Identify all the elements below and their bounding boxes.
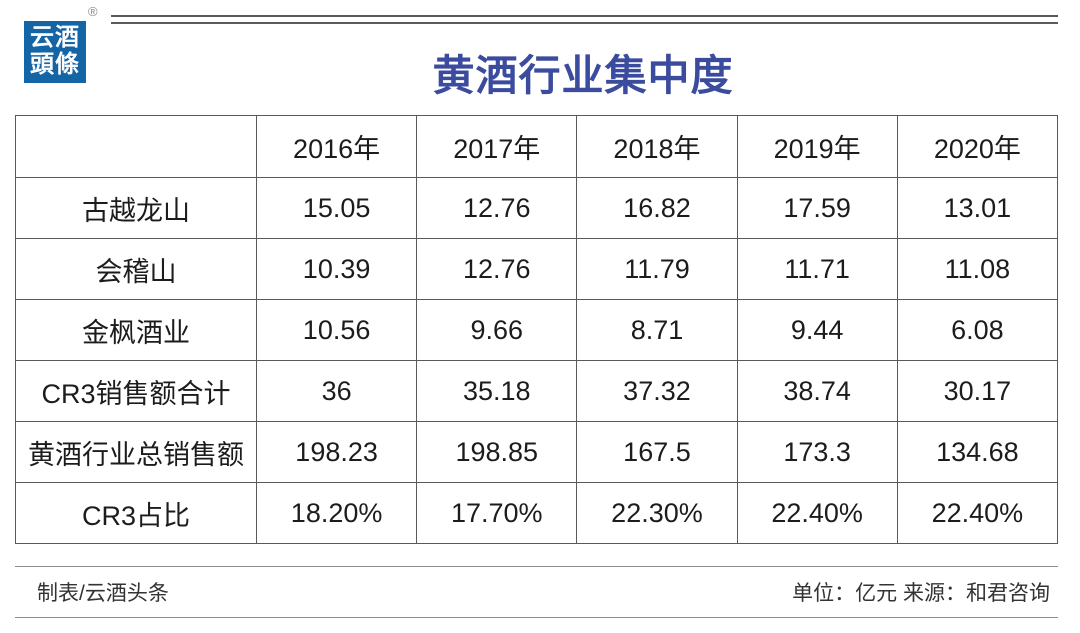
table-header-row: 2016年 2017年 2018年 2019年 2020年 (15, 115, 1059, 178)
table-row: CR3占比 18.20% 17.70% 22.30% 22.40% 22.40% (15, 482, 1059, 544)
value-cell: 134.68 (896, 421, 1059, 483)
value-cell: 15.05 (255, 177, 418, 239)
year-header-2017: 2017年 (416, 115, 578, 178)
credit-text: 制表/云酒头条 (37, 582, 169, 605)
logo-text-line1: 云酒 (30, 24, 80, 52)
value-cell: 198.85 (416, 421, 578, 483)
value-cell: 9.66 (416, 299, 578, 361)
value-cell: 17.59 (736, 177, 898, 239)
value-cell: 12.76 (416, 238, 578, 300)
year-header-2016: 2016年 (255, 115, 418, 178)
value-cell: 36 (255, 360, 418, 422)
table-row: 古越龙山 15.05 12.76 16.82 17.59 13.01 (15, 177, 1059, 239)
value-cell: 30.17 (896, 360, 1059, 422)
table-row: 黄酒行业总销售额 198.23 198.85 167.5 173.3 134.6… (15, 421, 1059, 483)
row-label: 古越龙山 (15, 177, 257, 239)
value-cell: 8.71 (576, 299, 738, 361)
footer-rule-bottom (15, 617, 1058, 618)
year-header-2019: 2019年 (736, 115, 898, 178)
row-label: CR3销售额合计 (15, 360, 257, 422)
industry-concentration-table: 2016年 2017年 2018年 2019年 2020年 古越龙山 15.05… (15, 115, 1059, 544)
row-label: 会稽山 (15, 238, 257, 300)
value-cell: 10.56 (255, 299, 418, 361)
value-cell: 18.20% (255, 482, 418, 544)
value-cell: 38.74 (736, 360, 898, 422)
value-cell: 13.01 (896, 177, 1059, 239)
page-title: 黄酒行业集中度 (432, 52, 734, 99)
table-row: 会稽山 10.39 12.76 11.79 11.71 11.08 (15, 238, 1059, 300)
value-cell: 6.08 (896, 299, 1059, 361)
value-cell: 22.40% (896, 482, 1059, 544)
value-cell: 198.23 (255, 421, 418, 483)
year-header-2020: 2020年 (896, 115, 1059, 178)
row-label: CR3占比 (15, 482, 257, 544)
unit-source-text: 单位：亿元 来源：和君咨询 (792, 582, 1050, 605)
value-cell: 9.44 (736, 299, 898, 361)
value-cell: 11.08 (896, 238, 1059, 300)
table-row: CR3销售额合计 36 35.18 37.32 38.74 30.17 (15, 360, 1059, 422)
value-cell: 37.32 (576, 360, 738, 422)
value-cell: 173.3 (736, 421, 898, 483)
value-cell: 35.18 (416, 360, 578, 422)
year-header-2018: 2018年 (576, 115, 738, 178)
yunjiu-toutiao-logo: 云酒 頭條 (24, 21, 86, 83)
registered-trademark-icon: ® (88, 4, 98, 19)
value-cell: 22.40% (736, 482, 898, 544)
logo-text-line2: 頭條 (30, 51, 80, 78)
corner-cell (15, 115, 257, 178)
row-label: 黄酒行业总销售额 (15, 421, 257, 483)
value-cell: 11.71 (736, 238, 898, 300)
table-row: 金枫酒业 10.56 9.66 8.71 9.44 6.08 (15, 299, 1059, 361)
value-cell: 12.76 (416, 177, 578, 239)
header-double-rule (111, 15, 1058, 24)
value-cell: 10.39 (255, 238, 418, 300)
value-cell: 167.5 (576, 421, 738, 483)
value-cell: 16.82 (576, 177, 738, 239)
value-cell: 22.30% (576, 482, 738, 544)
footer-rule-top (15, 566, 1058, 567)
value-cell: 11.79 (576, 238, 738, 300)
row-label: 金枫酒业 (15, 299, 257, 361)
value-cell: 17.70% (416, 482, 578, 544)
footer-row: 制表/云酒头条 单位：亿元 来源：和君咨询 (15, 577, 1058, 607)
